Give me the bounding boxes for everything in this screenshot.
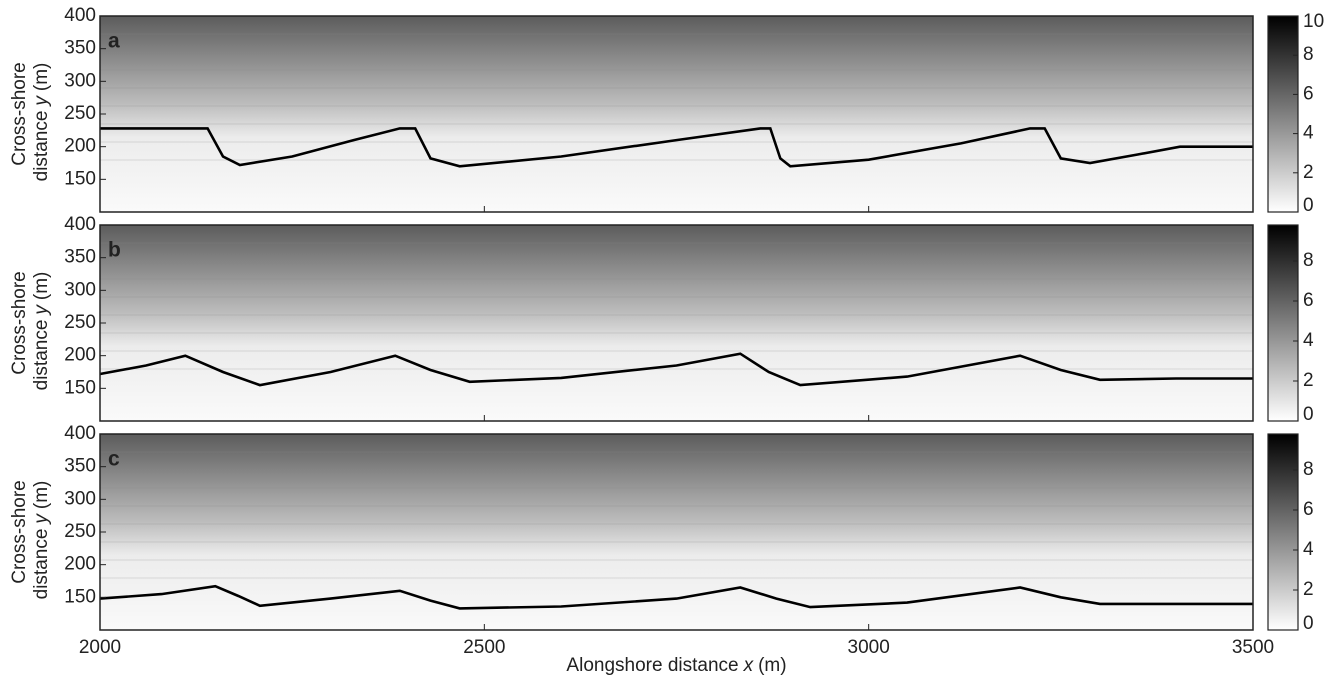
y-tick-label: 250 [64, 103, 96, 124]
y-tick-label: 400 [64, 5, 96, 26]
colorbar-tick-label: 4 [1303, 330, 1314, 351]
y-tick-label: 150 [64, 168, 96, 189]
x-label-part: Alongshore distance [566, 655, 738, 676]
colorbar-tick-label: 0 [1303, 404, 1314, 425]
y-label-part: (m) [31, 481, 52, 509]
colorbar-tick-label: 2 [1303, 579, 1314, 600]
y-tick-label: 200 [64, 136, 96, 157]
x-tick-label: 2500 [463, 637, 505, 658]
y-label-part: distance [31, 320, 52, 391]
y-tick-label: 300 [64, 279, 96, 300]
y-axis-label: Cross-shoredistance y (m) [9, 62, 52, 181]
y-tick-label: 250 [64, 521, 96, 542]
y-label-part: y [31, 513, 52, 526]
y-tick-label: 300 [64, 70, 96, 91]
colorbar [1267, 224, 1299, 422]
colorbar-tick-label: 2 [1303, 370, 1314, 391]
colorbar [1267, 15, 1299, 213]
y-tick-label: 250 [64, 312, 96, 333]
colorbar-tick-label: 10 [1303, 11, 1324, 32]
y-tick-label: 200 [64, 554, 96, 575]
colorbar-tick-label: 8 [1303, 250, 1314, 271]
y-label-part: y [31, 304, 52, 317]
y-label-part: (m) [31, 63, 52, 91]
y-label-part: distance [31, 529, 52, 600]
colorbar [1267, 433, 1299, 631]
y-label-part: Cross-shore [9, 271, 30, 374]
panel-label: a [108, 30, 120, 53]
colorbar-tick-label: 6 [1303, 290, 1314, 311]
x-tick-label: 3500 [1232, 637, 1274, 658]
colorbar-tick-label: 0 [1303, 195, 1314, 216]
x-label-part: x [743, 655, 755, 676]
y-label-part: Cross-shore [9, 480, 30, 583]
x-tick-label: 2000 [79, 637, 121, 658]
y-tick-label: 350 [64, 38, 96, 59]
y-tick-label: 150 [64, 377, 96, 398]
y-tick-label: 400 [64, 423, 96, 444]
shoreline [99, 584, 1253, 610]
colorbar-tick-label: 4 [1303, 539, 1314, 560]
colorbar-tick-label: 2 [1303, 162, 1314, 183]
colorbar-tick-label: 0 [1303, 613, 1314, 634]
colorbar-tick-label: 6 [1303, 499, 1314, 520]
x-tick-label: 3000 [848, 637, 890, 658]
y-label-part: (m) [31, 272, 52, 300]
panel-label: b [108, 239, 121, 262]
y-label-part: y [31, 95, 52, 108]
y-tick-label: 400 [64, 214, 96, 235]
colorbar-tick-label: 4 [1303, 123, 1314, 144]
colorbar-tick-label: 8 [1303, 44, 1314, 65]
y-tick-label: 300 [64, 488, 96, 509]
x-axis-label: Alongshore distance x (m) [566, 655, 786, 676]
y-tick-label: 150 [64, 586, 96, 607]
colorbar-tick-label: 8 [1303, 459, 1314, 480]
y-axis-label: Cross-shoredistance y (m) [9, 271, 52, 390]
y-label-part: Cross-shore [9, 62, 30, 165]
panel-label: c [108, 448, 120, 471]
shoreline [100, 127, 1253, 168]
y-tick-label: 200 [64, 345, 96, 366]
shoreline [99, 352, 1253, 387]
y-axis-label: Cross-shoredistance y (m) [9, 480, 52, 599]
colorbar-tick-label: 6 [1303, 83, 1314, 104]
depth-field [100, 16, 1253, 212]
y-tick-label: 350 [64, 247, 96, 268]
depth-field [100, 225, 1253, 421]
y-label-part: distance [31, 111, 52, 182]
y-tick-label: 350 [64, 456, 96, 477]
x-label-part: (m) [758, 655, 786, 676]
